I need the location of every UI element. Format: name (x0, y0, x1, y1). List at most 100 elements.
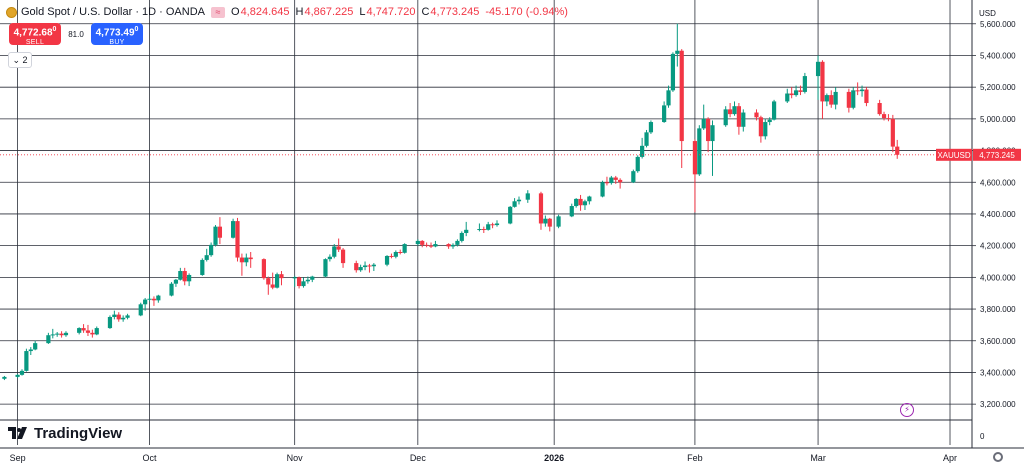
candle-body[interactable] (204, 255, 209, 260)
candle-body[interactable] (789, 93, 794, 96)
candle-body[interactable] (354, 263, 359, 271)
candle-body[interactable] (895, 146, 900, 155)
candle-body[interactable] (85, 330, 91, 333)
candle-body[interactable] (19, 370, 25, 375)
candle-body[interactable] (727, 109, 733, 115)
candle-body[interactable] (648, 122, 654, 133)
candle-body[interactable] (763, 122, 768, 137)
candle-body[interactable] (798, 90, 803, 92)
candle-body[interactable] (415, 240, 420, 245)
candle-body[interactable] (402, 244, 407, 253)
candle-body[interactable] (609, 177, 614, 184)
candle-body[interactable] (890, 118, 895, 147)
candle-body[interactable] (367, 265, 372, 267)
candle-body[interactable] (556, 216, 561, 227)
candle-body[interactable] (305, 279, 310, 282)
candle-body[interactable] (2, 376, 7, 379)
candle-body[interactable] (323, 259, 328, 277)
candle-body[interactable] (767, 119, 772, 123)
candle-body[interactable] (494, 223, 500, 226)
candle-body[interactable] (371, 264, 376, 267)
candle-body[interactable] (886, 118, 891, 120)
candle-body[interactable] (706, 118, 711, 142)
candle-body[interactable] (428, 245, 434, 247)
candle-body[interactable] (77, 328, 82, 333)
candle-body[interactable] (169, 283, 174, 296)
candle-body[interactable] (618, 179, 623, 183)
candle-body[interactable] (512, 201, 517, 207)
candle-body[interactable] (81, 328, 86, 331)
candle-body[interactable] (340, 249, 346, 264)
candle-body[interactable] (296, 277, 302, 287)
candle-body[interactable] (547, 218, 552, 227)
symbol-title[interactable]: Gold Spot / U.S. Dollar · 1D · OANDA (21, 6, 205, 18)
candle-body[interactable] (679, 50, 684, 142)
candle-body[interactable] (178, 271, 183, 280)
candle-body[interactable] (200, 259, 205, 275)
symbol-tag[interactable]: XAUUSD (937, 151, 971, 160)
candle-body[interactable] (274, 274, 280, 288)
candle-body[interactable] (217, 226, 223, 238)
candle-body[interactable] (266, 278, 271, 285)
candle-body[interactable] (859, 89, 865, 92)
candle-body[interactable] (604, 182, 610, 184)
candle-body[interactable] (398, 252, 403, 253)
candle-body[interactable] (362, 265, 368, 268)
candle-body[interactable] (516, 199, 522, 202)
tradingview-logo[interactable]: TradingView (8, 425, 122, 442)
candle-body[interactable] (420, 240, 425, 245)
candle-body[interactable] (235, 221, 240, 258)
candle-body[interactable] (640, 145, 645, 157)
candle-body[interactable] (662, 105, 667, 123)
candle-body[interactable] (33, 343, 38, 350)
candle-body[interactable] (736, 106, 741, 127)
candle-body[interactable] (846, 91, 851, 108)
candle-body[interactable] (450, 244, 456, 247)
candle-body[interactable] (569, 206, 574, 217)
candle-body[interactable] (261, 259, 266, 279)
candle-body[interactable] (574, 198, 579, 207)
lightning-event-icon[interactable]: ⚡ (900, 403, 914, 417)
candle-body[interactable] (209, 244, 214, 256)
candle-body[interactable] (538, 193, 544, 224)
candle-body[interactable] (147, 298, 152, 300)
candle-body[interactable] (231, 221, 236, 238)
candle-body[interactable] (239, 257, 245, 263)
settings-gear-icon[interactable] (993, 452, 1003, 462)
candle-body[interactable] (644, 132, 649, 146)
candle-body[interactable] (490, 224, 495, 226)
candle-body[interactable] (477, 229, 482, 231)
candle-body[interactable] (433, 244, 438, 247)
candle-body[interactable] (525, 193, 530, 200)
candle-body[interactable] (771, 101, 777, 120)
candle-body[interactable] (116, 314, 121, 320)
candle-body[interactable] (143, 299, 148, 305)
candle-body[interactable] (389, 255, 394, 257)
candle-body[interactable] (279, 274, 284, 279)
candle-body[interactable] (292, 277, 297, 279)
candle-body[interactable] (151, 298, 157, 301)
candle-body[interactable] (94, 328, 99, 335)
candle-body[interactable] (758, 117, 763, 137)
sell-button[interactable]: 4,772.680 SELL (9, 23, 61, 46)
candle-body[interactable] (486, 224, 491, 230)
candle-body[interactable] (600, 182, 605, 197)
candle-body[interactable] (578, 198, 583, 206)
indicators-toggle-button[interactable]: ⌄ 2 (8, 52, 32, 68)
candle-body[interactable] (358, 267, 363, 271)
candle-body[interactable] (121, 317, 126, 320)
candle-body[interactable] (15, 374, 20, 377)
candle-body[interactable] (793, 90, 799, 96)
candle-body[interactable] (582, 201, 588, 206)
candle-body[interactable] (815, 61, 821, 77)
candle-body[interactable] (670, 53, 676, 91)
candle-body[interactable] (63, 332, 69, 336)
candle-body[interactable] (182, 271, 187, 282)
candle-body[interactable] (692, 141, 698, 175)
candle-body[interactable] (301, 281, 306, 287)
candle-body[interactable] (508, 206, 513, 224)
candle-body[interactable] (24, 351, 29, 371)
candle-body[interactable] (635, 156, 640, 172)
candle-body[interactable] (481, 229, 486, 231)
